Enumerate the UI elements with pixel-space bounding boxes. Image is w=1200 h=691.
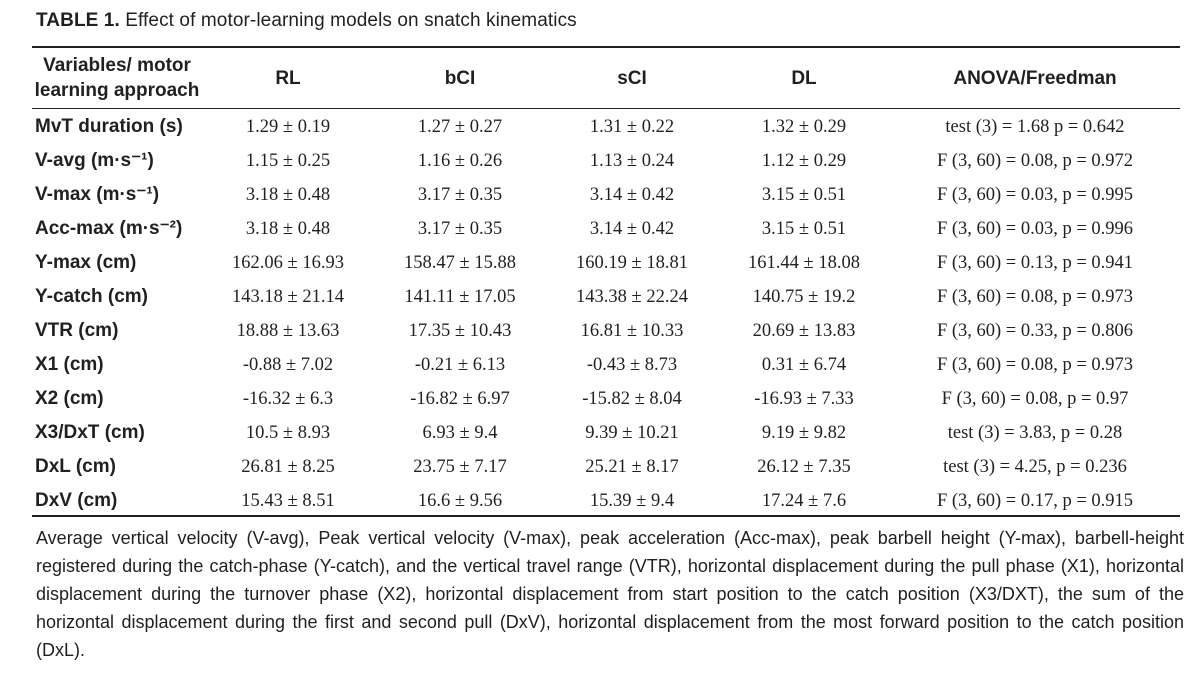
cell-dl: 26.12 ± 7.35: [757, 457, 851, 477]
cell-anova: test (3) = 3.83, p = 0.28: [947, 423, 1123, 443]
table-row: Y-catch (cm) 143.18 ± 21.14 141.11 ± 17.05…: [32, 280, 1180, 314]
cell-sci: -15.82 ± 8.04: [582, 389, 682, 409]
cell-sci: 9.39 ± 10.21: [585, 423, 679, 443]
cell-anova: F (3, 60) = 0.13, p = 0.941: [936, 253, 1134, 273]
header-dl: DL: [791, 68, 817, 89]
table-footnote: Average vertical velocity (V-avg), Peak …: [36, 528, 1184, 660]
header-bci: bCI: [444, 68, 476, 89]
cell-sci: 25.21 ± 8.17: [585, 457, 679, 477]
cell-dl: 20.69 ± 13.83: [752, 321, 856, 341]
cell-dl: -16.93 ± 7.33: [754, 389, 854, 409]
header-rule: [32, 108, 1180, 109]
table-label: TABLE 1.: [36, 10, 120, 31]
top-rule: [32, 46, 1180, 48]
table-row: VTR (cm) 18.88 ± 13.63 17.35 ± 10.43 16.81 …: [32, 314, 1180, 348]
cell-dl: 0.31 ± 6.74: [761, 355, 847, 375]
cell-bci: 3.17 ± 0.35: [417, 219, 503, 239]
cell-anova: F (3, 60) = 0.33, p = 0.806: [936, 321, 1134, 341]
cell-sci: 143.38 ± 22.24: [576, 287, 688, 307]
table-row: MvT duration (s) 1.29 ± 0.19 1.27 ± 0.27 1.…: [32, 110, 1180, 144]
header-sci: sCI: [617, 68, 647, 89]
cell-sci: 160.19 ± 18.81: [576, 253, 688, 273]
cell-bci: 6.93 ± 9.4: [422, 423, 498, 443]
cell-rl: 1.29 ± 0.19: [245, 117, 331, 137]
cell-rl: -16.32 ± 6.3: [242, 389, 334, 409]
cell-anova: F (3, 60) = 0.03, p = 0.996: [936, 219, 1134, 239]
table-row: DxV (cm) 15.43 ± 8.51 16.6 ± 9.56 15.39 ± 9…: [32, 484, 1180, 518]
cell-rl: -0.88 ± 7.02: [242, 355, 334, 375]
cell-rl: 1.15 ± 0.25: [245, 151, 331, 171]
table-row: V-avg (m·s⁻¹) 1.15 ± 0.25 1.16 ± 0.26 1.13 …: [32, 144, 1180, 178]
cell-bci: 16.6 ± 9.56: [417, 491, 503, 511]
table-title: Effect of motor-learning models on snatc…: [119, 10, 577, 31]
table-row: X1 (cm) -0.88 ± 7.02 -0.21 ± 6.13 -0.43 ± 8…: [32, 348, 1180, 382]
cell-anova: F (3, 60) = 0.17, p = 0.915: [936, 491, 1134, 511]
cell-dl: 3.15 ± 0.51: [761, 185, 847, 205]
cell-bci: 1.16 ± 0.26: [417, 151, 503, 171]
table-row: V-max (m·s⁻¹) 3.18 ± 0.48 3.17 ± 0.35 3.14 …: [32, 178, 1180, 212]
cell-anova: test (3) = 1.68 p = 0.642: [945, 117, 1125, 137]
cell-rl: 10.5 ± 8.93: [245, 423, 331, 443]
header-rl: RL: [275, 68, 301, 89]
table-caption: TABLE 1. Effect of motor-learning models…: [36, 10, 577, 32]
cell-bci: 3.17 ± 0.35: [417, 185, 503, 205]
cell-anova: F (3, 60) = 0.08, p = 0.973: [936, 287, 1134, 307]
cell-bci: 158.47 ± 15.88: [404, 253, 516, 273]
cell-dl: 161.44 ± 18.08: [748, 253, 860, 273]
cell-dl: 3.15 ± 0.51: [761, 219, 847, 239]
table-row: X3/DxT (cm) 10.5 ± 8.93 6.93 ± 9.4 9.39 ± 1…: [32, 416, 1180, 450]
cell-rl: 3.18 ± 0.48: [245, 185, 331, 205]
cell-sci: 1.31 ± 0.22: [589, 117, 675, 137]
table-row: Y-max (cm) 162.06 ± 16.93 158.47 ± 15.88 16…: [32, 246, 1180, 280]
cell-sci: 3.14 ± 0.42: [589, 219, 675, 239]
cell-variable: V-max (m·s⁻¹): [35, 184, 160, 205]
cell-rl: 143.18 ± 21.14: [232, 287, 344, 307]
cell-bci: 17.35 ± 10.43: [408, 321, 512, 341]
cell-bci: 23.75 ± 7.17: [413, 457, 507, 477]
cell-variable: V-avg (m·s⁻¹): [35, 150, 154, 171]
table-row: X2 (cm) -16.32 ± 6.3 -16.82 ± 6.97 -15.82 ±…: [32, 382, 1180, 416]
cell-sci: 16.81 ± 10.33: [580, 321, 684, 341]
bottom-rule: [32, 515, 1180, 517]
cell-rl: 15.43 ± 8.51: [241, 491, 335, 511]
cell-variable: Acc-max (m·s⁻²): [35, 218, 183, 239]
cell-variable: X1 (cm): [35, 354, 104, 375]
cell-variable: Y-catch (cm): [35, 286, 148, 307]
cell-variable: X2 (cm): [35, 388, 104, 409]
cell-variable: X3/DxT (cm): [35, 422, 145, 443]
cell-variable: DxL (cm): [35, 456, 116, 477]
cell-anova: F (3, 60) = 0.08, p = 0.973: [936, 355, 1134, 375]
cell-dl: 140.75 ± 19.2: [752, 287, 856, 307]
cell-rl: 18.88 ± 13.63: [236, 321, 340, 341]
cell-anova: F (3, 60) = 0.08, p = 0.97: [941, 389, 1129, 409]
cell-anova: test (3) = 4.25, p = 0.236: [943, 457, 1127, 477]
cell-sci: -0.43 ± 8.73: [586, 355, 678, 375]
cell-bci: -16.82 ± 6.97: [410, 389, 510, 409]
cell-dl: 1.32 ± 0.29: [761, 117, 847, 137]
table-row: DxL (cm) 26.81 ± 8.25 23.75 ± 7.17 25.21 ± …: [32, 450, 1180, 484]
cell-rl: 3.18 ± 0.48: [245, 219, 331, 239]
table-body: MvT duration (s) 1.29 ± 0.19 1.27 ± 0.27 1.…: [32, 110, 1180, 518]
cell-dl: 17.24 ± 7.6: [761, 491, 847, 511]
cell-variable: MvT duration (s): [35, 116, 183, 137]
cell-variable: DxV (cm): [35, 490, 118, 511]
table-row: Acc-max (m·s⁻²) 3.18 ± 0.48 3.17 ± 0.35 3.1…: [32, 212, 1180, 246]
cell-dl: 1.12 ± 0.29: [761, 151, 847, 171]
cell-rl: 162.06 ± 16.93: [232, 253, 344, 273]
cell-rl: 26.81 ± 8.25: [241, 457, 335, 477]
cell-variable: Y-max (cm): [35, 252, 137, 273]
cell-sci: 1.13 ± 0.24: [589, 151, 675, 171]
cell-anova: F (3, 60) = 0.03, p = 0.995: [936, 185, 1134, 205]
cell-bci: 1.27 ± 0.27: [417, 117, 503, 137]
cell-anova: F (3, 60) = 0.08, p = 0.972: [936, 151, 1134, 171]
cell-sci: 15.39 ± 9.4: [589, 491, 675, 511]
cell-bci: -0.21 ± 6.13: [414, 355, 506, 375]
header-variables: Variables/ motor learning approach: [34, 55, 200, 101]
cell-variable: VTR (cm): [35, 320, 119, 341]
cell-sci: 3.14 ± 0.42: [589, 185, 675, 205]
header-anova: ANOVA/Freedman: [953, 68, 1117, 89]
cell-bci: 141.11 ± 17.05: [404, 287, 516, 307]
cell-dl: 9.19 ± 9.82: [761, 423, 847, 443]
